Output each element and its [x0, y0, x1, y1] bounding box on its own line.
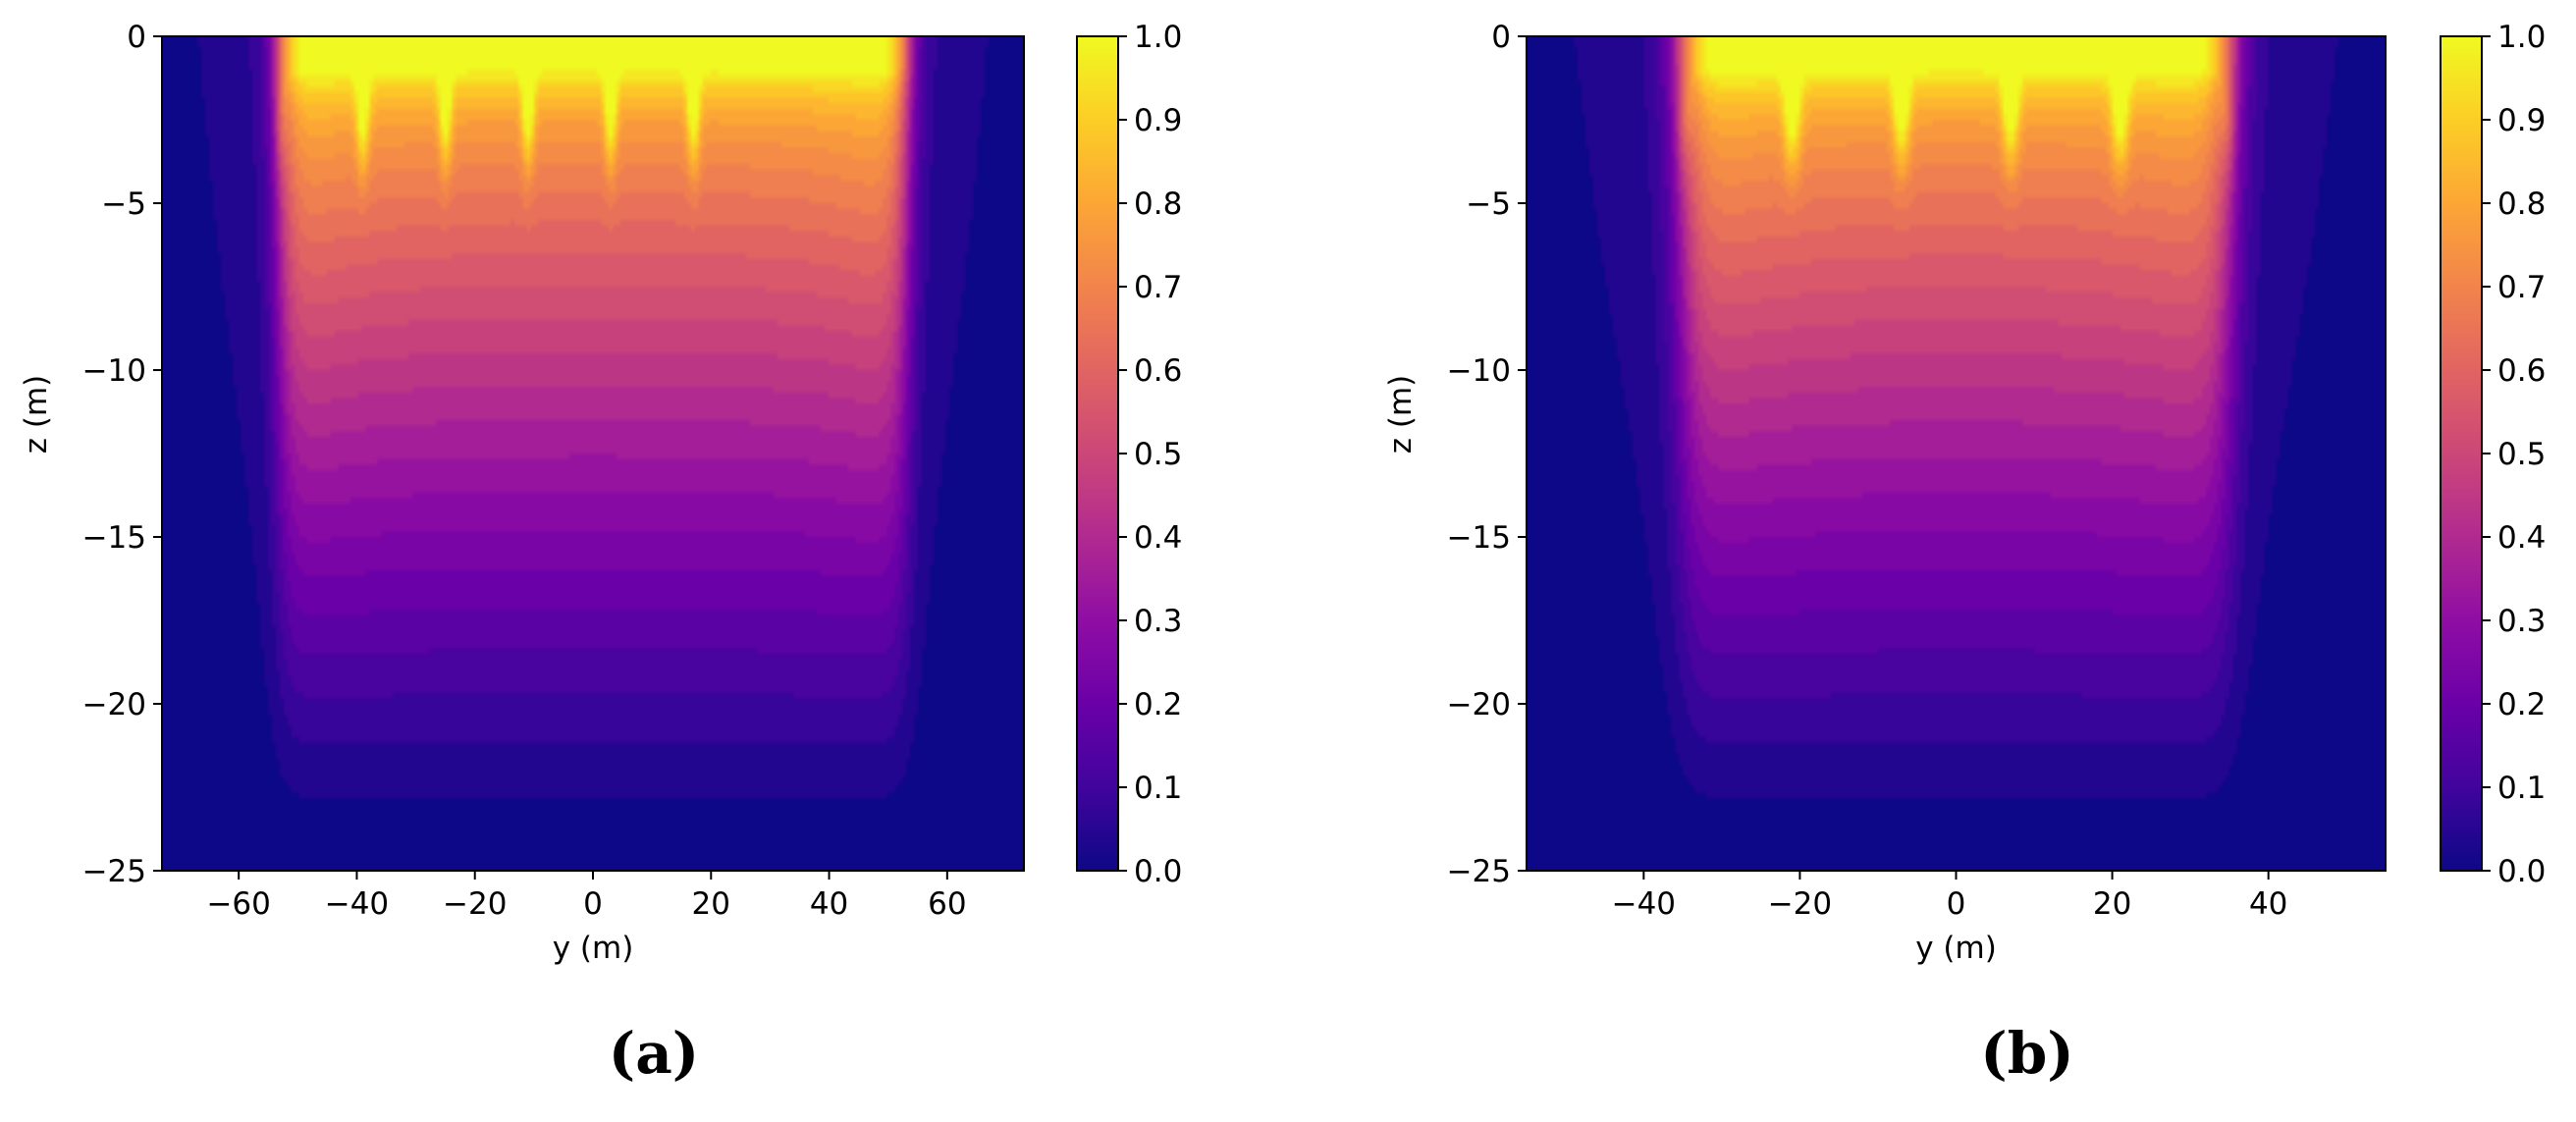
y-tick-label: −5 — [101, 187, 146, 222]
colorbar-tick-label: 0.8 — [2497, 187, 2546, 222]
y-tick-label: −10 — [1447, 353, 1511, 389]
x-tick-label: −20 — [1768, 886, 1832, 922]
colorbar-tick-label: 0.3 — [1134, 604, 1182, 639]
x-tick-label: −20 — [443, 886, 507, 922]
colorbar — [1077, 36, 1118, 871]
x-tick-label: 0 — [1947, 886, 1966, 922]
y-tick-label: −10 — [82, 353, 146, 389]
y-tick-label: −25 — [82, 854, 146, 889]
y-tick-label: 0 — [1491, 20, 1511, 55]
x-tick-label: 20 — [2093, 886, 2131, 922]
y-axis-title: z (m) — [19, 375, 54, 454]
x-axis-title: y (m) — [553, 931, 634, 966]
x-tick-label: −40 — [325, 886, 389, 922]
colorbar-tick-label: 0.2 — [1134, 687, 1182, 722]
colorbar-tick-label: 0.0 — [2497, 854, 2546, 889]
concentration-field — [1527, 36, 2386, 871]
colorbar-tick-label: 0.1 — [2497, 771, 2546, 806]
colorbar-tick-label: 0.0 — [1134, 854, 1182, 889]
y-tick-label: −25 — [1447, 854, 1511, 889]
colorbar-tick-label: 0.6 — [1134, 353, 1182, 389]
colorbar — [2441, 36, 2482, 871]
panel-label: (a) — [609, 1020, 699, 1087]
x-axis-title: y (m) — [1915, 931, 1997, 966]
colorbar-tick-label: 0.1 — [1134, 771, 1182, 806]
y-tick-label: −5 — [1466, 187, 1511, 222]
colorbar-tick-label: 0.9 — [1134, 103, 1182, 138]
x-tick-label: 20 — [692, 886, 730, 922]
colorbar-tick-label: 0.9 — [2497, 103, 2546, 138]
colorbar-tick-label: 0.7 — [2497, 270, 2546, 305]
y-tick-label: 0 — [127, 20, 146, 55]
x-tick-label: −60 — [206, 886, 270, 922]
y-tick-label: −20 — [82, 687, 146, 722]
colorbar-tick-label: 1.0 — [2497, 20, 2546, 55]
x-tick-label: 60 — [928, 886, 966, 922]
colorbar-tick-label: 0.4 — [1134, 520, 1182, 556]
colorbar-tick-label: 1.0 — [1134, 20, 1182, 55]
colorbar-tick-label: 0.8 — [1134, 187, 1182, 222]
y-tick-label: −20 — [1447, 687, 1511, 722]
x-tick-label: 0 — [583, 886, 603, 922]
colorbar-tick-label: 0.4 — [2497, 520, 2546, 556]
chart-panel: −60 −40 −20 0 20 40 60 0 −5 −10 −15 −20 −25 y (m) z (m… — [19, 20, 1182, 1087]
colorbar-tick-label: 0.5 — [2497, 437, 2546, 472]
x-tick-label: 40 — [2249, 886, 2287, 922]
y-tick-label: −15 — [1447, 520, 1511, 556]
colorbar-tick-label: 0.7 — [1134, 270, 1182, 305]
x-tick-label: 40 — [810, 886, 848, 922]
colorbar-tick-label: 0.3 — [2497, 604, 2546, 639]
colorbar-tick-label: 0.5 — [1134, 437, 1182, 472]
colorbar-tick-label: 0.6 — [2497, 353, 2546, 389]
y-axis-title: z (m) — [1383, 375, 1419, 454]
concentration-field — [162, 36, 1024, 871]
panel-label: (b) — [1980, 1020, 2073, 1087]
colorbar-tick-label: 0.2 — [2497, 687, 2546, 722]
x-tick-label: −40 — [1612, 886, 1676, 922]
y-tick-label: −15 — [82, 520, 146, 556]
chart-panel: −40 −20 0 20 40 0 −5 −10 −15 −20 −25 y (m) z (m) 0.0 0… — [1383, 20, 2546, 1087]
